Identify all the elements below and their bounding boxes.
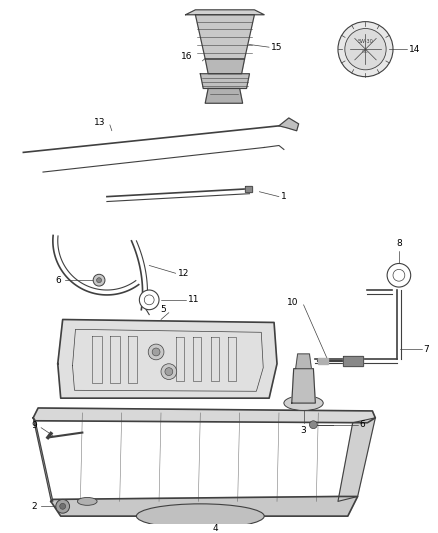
Polygon shape	[296, 354, 311, 369]
Text: OIL: OIL	[362, 50, 369, 54]
Circle shape	[60, 503, 66, 509]
Polygon shape	[33, 408, 375, 423]
Polygon shape	[292, 369, 315, 403]
Polygon shape	[33, 418, 53, 502]
Text: 14: 14	[409, 45, 420, 54]
Text: 9: 9	[32, 421, 37, 430]
Polygon shape	[205, 88, 243, 103]
Polygon shape	[200, 74, 250, 88]
Circle shape	[309, 421, 317, 429]
Text: 4: 4	[212, 524, 218, 533]
Polygon shape	[244, 186, 252, 192]
Circle shape	[393, 269, 405, 281]
Circle shape	[161, 364, 177, 379]
Polygon shape	[51, 496, 357, 516]
Circle shape	[93, 274, 105, 286]
Text: 6: 6	[360, 420, 365, 429]
Text: 8: 8	[396, 239, 402, 248]
Text: 12: 12	[178, 269, 189, 278]
Polygon shape	[343, 356, 363, 366]
Circle shape	[165, 368, 173, 376]
Polygon shape	[58, 319, 277, 398]
Text: 11: 11	[187, 295, 199, 304]
Text: 3: 3	[300, 426, 307, 435]
Circle shape	[139, 290, 159, 310]
Polygon shape	[318, 358, 328, 364]
Text: 13: 13	[93, 118, 105, 127]
Text: 10: 10	[287, 298, 299, 308]
Text: 16: 16	[181, 52, 192, 61]
Circle shape	[338, 22, 393, 77]
Polygon shape	[205, 59, 244, 74]
Polygon shape	[338, 418, 375, 502]
Polygon shape	[195, 15, 254, 59]
Circle shape	[56, 499, 70, 513]
Circle shape	[148, 344, 164, 360]
Ellipse shape	[284, 395, 323, 410]
Text: 1: 1	[281, 192, 287, 201]
Polygon shape	[186, 10, 264, 15]
Circle shape	[97, 278, 102, 282]
Circle shape	[387, 263, 411, 287]
Circle shape	[152, 348, 160, 356]
Polygon shape	[279, 118, 299, 131]
Circle shape	[144, 295, 154, 305]
Text: 2: 2	[32, 502, 37, 511]
Text: 5W-30: 5W-30	[357, 39, 373, 44]
Circle shape	[345, 28, 386, 70]
Text: 5: 5	[160, 305, 166, 314]
Text: 6: 6	[55, 276, 61, 285]
Ellipse shape	[136, 504, 264, 528]
Text: 7: 7	[424, 344, 429, 353]
Ellipse shape	[78, 497, 97, 505]
Text: 15: 15	[271, 43, 283, 52]
